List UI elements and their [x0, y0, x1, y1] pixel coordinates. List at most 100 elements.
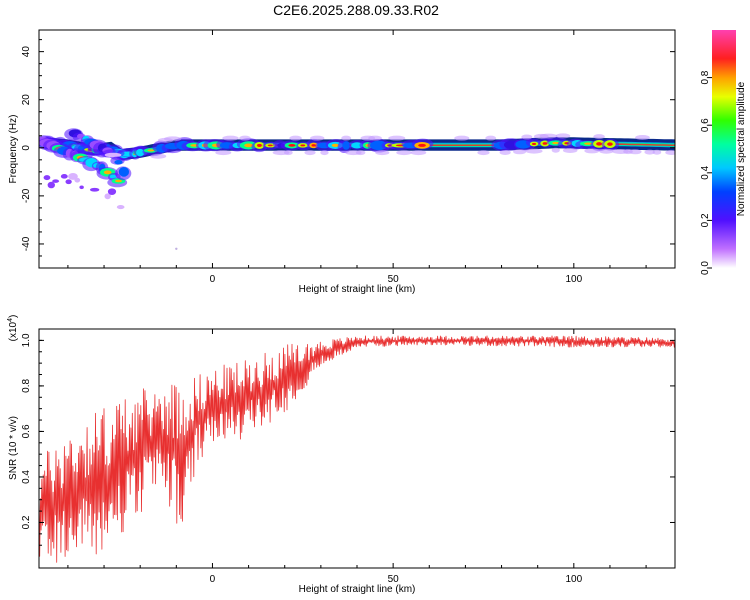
haze-blob	[164, 136, 182, 142]
scatter-blob	[116, 205, 125, 210]
scatter-blob	[104, 193, 111, 200]
colorbar-tick-label-1: 0.2	[700, 213, 711, 227]
noise-point	[175, 247, 178, 250]
spectrogram-xtick-label-2: 100	[565, 274, 582, 285]
ridge-main-blob-core	[596, 142, 603, 146]
ridge-branch1-blob	[109, 174, 117, 179]
haze-blob	[539, 133, 558, 139]
haze-blob	[599, 148, 614, 154]
haze-blob	[150, 153, 167, 159]
snr-marks	[39, 335, 675, 563]
spectrogram-y-label: Frequency (Hz)	[8, 115, 19, 184]
ridge-main-blob-core	[542, 142, 548, 145]
haze-blob	[652, 149, 662, 155]
haze-blob	[304, 150, 316, 156]
snr-ytick-label-0: 0.2	[21, 515, 32, 529]
spectrogram-ticks: 0 50 100 -40 -20 0 20 40	[21, 30, 675, 285]
scatter-blob	[74, 177, 81, 183]
scatter-blob	[68, 172, 78, 180]
haze-blob	[584, 148, 600, 154]
ridge-main-blob-core	[311, 144, 316, 147]
ridge-main-blob-core	[256, 143, 262, 147]
haze-blob	[410, 150, 427, 156]
ridge-main-blob	[342, 141, 350, 150]
snr-ytick-label-4: 1.0	[21, 333, 32, 347]
snr-ytick-label-3: 0.8	[21, 379, 32, 393]
snr-ticks: 0 50 100 0.2 0.4 0.6 0.8 1.0	[21, 329, 675, 585]
ridge-main-blob-core	[147, 149, 155, 152]
ridge-branch2-blob	[118, 166, 130, 177]
haze-blob	[320, 150, 329, 156]
haze-blob	[555, 133, 571, 139]
colorbar-gradient	[712, 30, 736, 268]
ridge-main-blob-core	[418, 143, 426, 147]
haze-blob	[562, 147, 578, 153]
scatter-blob	[52, 179, 60, 183]
snr-xtick-label-2: 100	[565, 574, 582, 585]
colorbar-tick-label-0: 0.0	[700, 261, 711, 275]
haze-blob	[551, 147, 560, 153]
spectrogram-panel: 0 50 100 -40 -20 0 20 40 Height of straight lin…	[8, 29, 676, 295]
haze-blob	[283, 150, 293, 156]
scatter-blob	[65, 179, 72, 185]
ridge-main-blob-core	[288, 144, 296, 147]
ridge-main-blob-core	[267, 144, 273, 147]
snr-ytick-label-2: 0.6	[21, 424, 32, 438]
colorbar: 0.0 0.2 0.4 0.6 0.8 Normalized spectral ampl…	[700, 30, 747, 275]
spectrogram-xtick-label-0: 0	[210, 274, 216, 285]
snr-multiplier-exp: 4	[7, 318, 14, 322]
snr-panel: 0 50 100 0.2 0.4 0.6 0.8 1.0 Height of straight…	[7, 315, 676, 595]
snr-multiplier: (x104)	[7, 315, 19, 342]
haze-blob	[355, 150, 366, 156]
haze-blob	[239, 135, 251, 141]
haze-blob	[368, 135, 382, 141]
ridge-main-blob-core	[552, 141, 560, 145]
haze-blob	[341, 135, 352, 141]
scatter-blob	[79, 185, 84, 190]
haze-blob	[477, 150, 490, 156]
ridge-main-blob-core	[607, 142, 613, 146]
haze-blob	[396, 150, 412, 156]
figure-title: C2E6.2025.288.09.33.R02	[273, 2, 439, 18]
ridge-main-blob-core	[331, 143, 340, 148]
ridge-main-blob-core	[584, 142, 593, 145]
haze-blob	[628, 149, 642, 155]
scatter-blob	[107, 188, 117, 196]
colorbar-ticks: 0.0 0.2 0.4 0.6 0.8	[700, 70, 712, 275]
scatter-blob	[47, 181, 55, 189]
haze-blob	[310, 135, 325, 141]
spectrogram-ytick-label-2: 0	[21, 145, 32, 151]
ridge-main-blob	[136, 148, 145, 157]
haze-blob	[388, 135, 406, 141]
snr-xtick-label-0: 0	[210, 574, 216, 585]
snr-xtick-label-1: 50	[388, 574, 400, 585]
haze-blob	[454, 135, 470, 141]
scatter-blob	[89, 187, 100, 192]
ridge-main-blob-core	[300, 144, 306, 147]
snr-series-line	[39, 335, 675, 563]
haze-blob	[499, 149, 511, 155]
haze-blob	[513, 149, 527, 155]
snr-multiplier-close: )	[8, 315, 19, 318]
haze-blob	[593, 134, 605, 140]
spectrogram-x-label: Height of straight line (km)	[299, 284, 416, 295]
ridge-branch1-blob-core	[115, 179, 122, 183]
snr-ytick-label-1: 0.4	[21, 470, 32, 484]
haze-blob	[521, 134, 533, 140]
colorbar-tick-label-4: 0.8	[700, 70, 711, 84]
spectrogram-xtick-label-1: 50	[388, 274, 400, 285]
haze-blob	[222, 135, 239, 141]
snr-multiplier-base: (x10	[8, 321, 19, 341]
ridge-branch2-blob	[104, 152, 122, 158]
haze-blob	[665, 150, 675, 156]
spectrogram-ytick-label-1: -20	[21, 188, 32, 203]
haze-blob	[375, 150, 390, 156]
snr-x-label: Height of straight line (km)	[299, 584, 416, 595]
scatter-blob	[60, 174, 68, 179]
haze-blob	[289, 135, 302, 141]
ridge-branch2-blob	[114, 160, 123, 165]
colorbar-label: Normalized spectral amplitude	[736, 81, 747, 216]
colorbar-tick-label-2: 0.4	[700, 165, 711, 179]
ridge-main-blob-core	[244, 143, 253, 148]
haze-blob	[635, 135, 650, 141]
